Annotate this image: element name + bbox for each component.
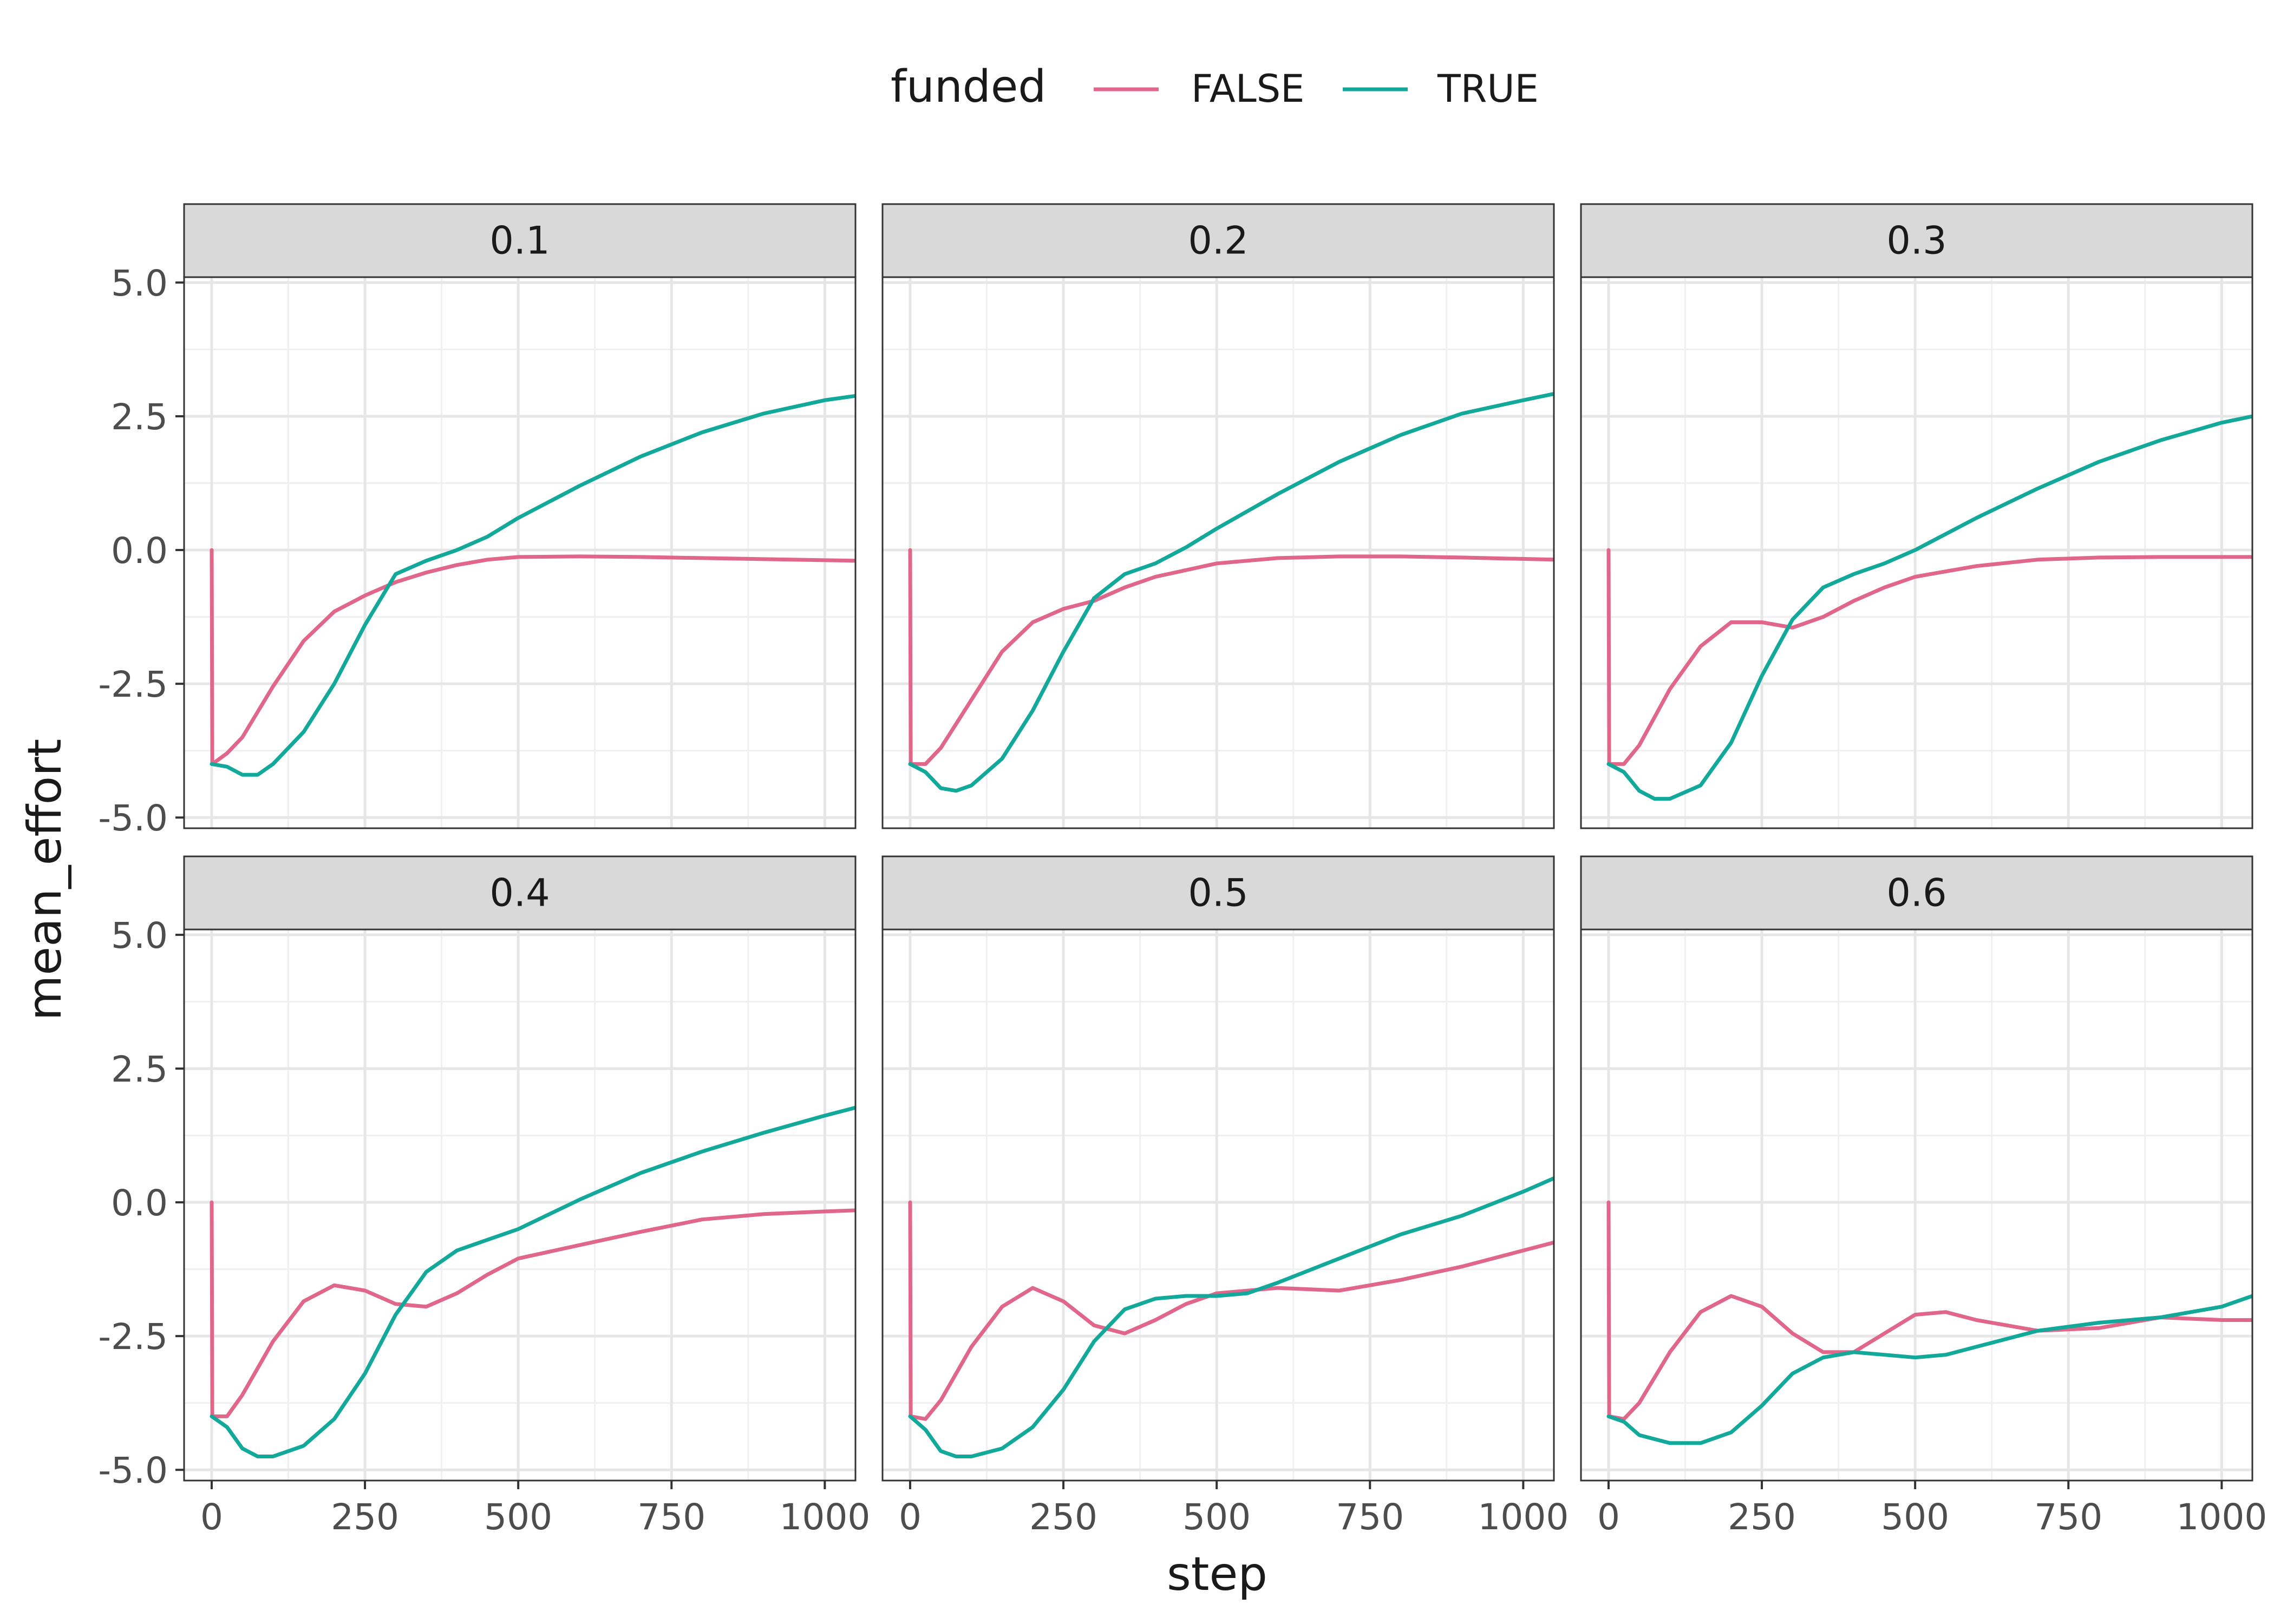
facet-strip-label: 0.5 — [1188, 871, 1248, 915]
x-tick-label: 500 — [1182, 1496, 1251, 1538]
x-tick-label: 500 — [484, 1496, 552, 1538]
panel-background — [1581, 277, 2252, 828]
facet-panel: 0.2 — [881, 203, 1555, 829]
facet-panels: 0.1 -5.0 -2.5 0.0 2.5 5.0 0.2 0.3 0.4 -5.0 -2.5 0.0… — [98, 203, 2267, 1538]
panel-background — [883, 277, 1554, 828]
y-tick-label: 2.5 — [111, 1049, 168, 1090]
legend: funded FALSE TRUE — [891, 61, 1539, 113]
facet-panel: 0.4 -5.0 -2.5 0.0 2.5 5.0 0 250 500 750 1000 — [98, 855, 870, 1538]
facet-panel: 0.1 -5.0 -2.5 0.0 2.5 5.0 — [98, 203, 857, 839]
y-tick-label: 0.0 — [111, 1182, 168, 1224]
y-tick-label: -2.5 — [98, 1316, 168, 1358]
facet-strip — [183, 203, 857, 278]
series-line-true — [908, 392, 1554, 793]
x-axis-title: step — [1167, 1547, 1267, 1601]
series-group — [908, 392, 1554, 793]
gridlines — [184, 929, 855, 1481]
facet-strip — [881, 203, 1555, 278]
y-tick-label: 2.5 — [111, 396, 168, 438]
x-tick-label: 0 — [899, 1496, 922, 1538]
series-line-true — [1606, 1294, 2252, 1445]
y-tick-label: -2.5 — [98, 664, 168, 705]
x-tick-label: 750 — [2034, 1496, 2102, 1538]
panel-border — [881, 928, 1555, 1482]
y-axis-title: mean_effort — [18, 739, 72, 1021]
series-group — [210, 394, 855, 777]
x-tick-label: 0 — [1597, 1496, 1620, 1538]
facet-strip-label: 0.4 — [489, 871, 550, 915]
series-group — [1606, 1200, 2252, 1445]
y-tick-label: 5.0 — [111, 263, 168, 304]
facet-strip — [1580, 203, 2253, 278]
series-line-false — [908, 1200, 1554, 1421]
facet-strip — [1580, 855, 2253, 931]
y-tick-label: 5.0 — [111, 915, 168, 957]
x-tick-label: 1000 — [1478, 1496, 1569, 1538]
facet-panel: 0.3 — [1580, 203, 2253, 829]
series-group — [1606, 414, 2252, 801]
legend-title: funded — [891, 61, 1046, 113]
panel-border — [881, 276, 1555, 829]
x-tick-label: 250 — [1029, 1496, 1097, 1538]
panel-background — [184, 277, 855, 828]
panel-border — [1580, 928, 2253, 1482]
series-line-true — [908, 1176, 1554, 1458]
x-tick-label: 500 — [1881, 1496, 1949, 1538]
panel-background — [1581, 929, 2252, 1481]
legend-label-true: TRUE — [1437, 67, 1539, 111]
x-tick-label: 1000 — [779, 1496, 870, 1538]
panel-background — [883, 929, 1554, 1481]
panel-border — [183, 928, 857, 1482]
x-tick-label: 250 — [331, 1496, 399, 1538]
facet-panel: 0.6 0 250 500 750 1000 — [1580, 855, 2267, 1538]
series-line-false — [210, 548, 855, 766]
series-line-false — [1606, 1200, 2252, 1421]
series-group — [908, 1176, 1554, 1458]
axis-titles: step mean_effort — [18, 739, 1267, 1601]
facet-strip — [183, 855, 857, 931]
x-tick-label: 0 — [200, 1496, 223, 1538]
facet-strip-label: 0.1 — [489, 219, 550, 263]
panel-background — [184, 929, 855, 1481]
x-tick-label: 750 — [1336, 1496, 1404, 1538]
panel-border — [1580, 276, 2253, 829]
legend-label-false: FALSE — [1191, 67, 1304, 111]
x-tick-label: 1000 — [2176, 1496, 2267, 1538]
y-tick-label: -5.0 — [98, 1450, 168, 1491]
facet-strip — [881, 855, 1555, 931]
series-line-true — [210, 394, 855, 777]
facet-strip-label: 0.3 — [1886, 219, 1946, 263]
series-line-false — [1606, 548, 2252, 766]
series-line-false — [210, 1200, 855, 1418]
panel-border — [183, 276, 857, 829]
series-group — [210, 1105, 855, 1458]
gridlines — [184, 277, 855, 828]
facet-strip-label: 0.2 — [1188, 219, 1248, 263]
facet-panel: 0.5 0 250 500 750 1000 — [881, 855, 1569, 1538]
x-tick-label: 750 — [637, 1496, 705, 1538]
series-line-true — [210, 1105, 855, 1458]
series-line-true — [1606, 414, 2252, 801]
x-tick-label: 250 — [1728, 1496, 1796, 1538]
y-tick-label: -5.0 — [98, 797, 168, 839]
facet-strip-label: 0.6 — [1886, 871, 1946, 915]
y-tick-label: 0.0 — [111, 530, 168, 572]
